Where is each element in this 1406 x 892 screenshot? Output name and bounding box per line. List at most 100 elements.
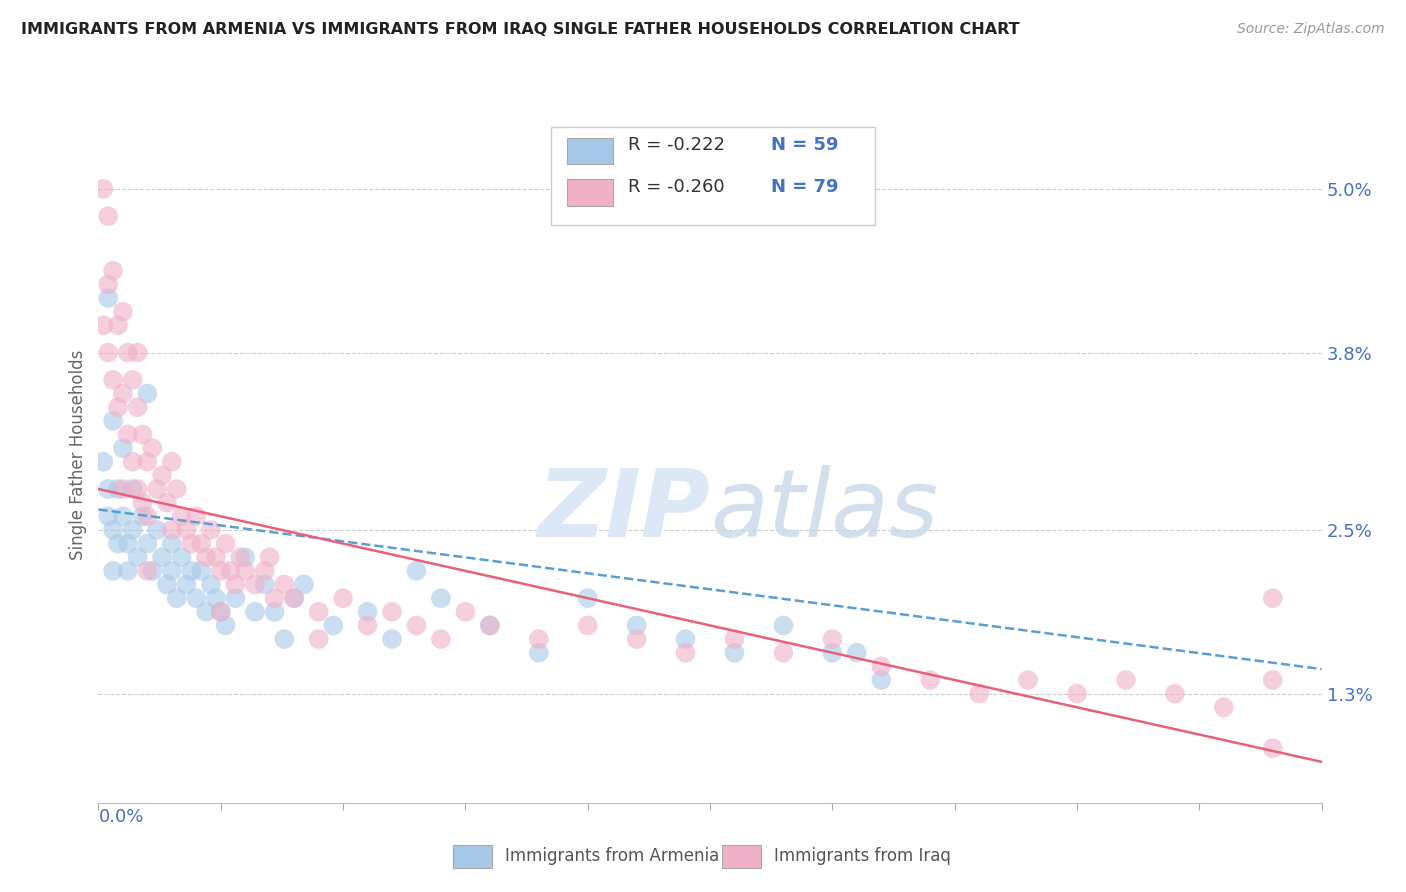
Point [160,455,183,469]
Point [101,373,124,387]
Text: R = -0.222: R = -0.222 [628,136,725,154]
Point [136,564,159,578]
Point [430,591,453,606]
Point [283,591,305,606]
Point [478,618,501,632]
Point [150,468,173,483]
Point [1066,687,1088,701]
Point [405,564,427,578]
Point [107,536,129,550]
Point [97,291,120,305]
Point [136,386,159,401]
Point [772,618,794,632]
Point [224,577,246,591]
Point [136,509,159,524]
Point [121,482,143,496]
Point [97,482,120,496]
Point [97,277,120,292]
Point [723,646,745,660]
Point [160,564,183,578]
Point [97,509,120,524]
Point [160,523,183,537]
Point [121,373,143,387]
Point [111,304,134,318]
Point [209,605,232,619]
Point [1261,673,1284,687]
Point [821,646,844,660]
Text: Immigrants from Iraq: Immigrants from Iraq [773,847,950,865]
Point [283,591,305,606]
Point [332,591,354,606]
Point [214,618,236,632]
Text: 0.0%: 0.0% [98,808,143,826]
Point [675,632,697,646]
Point [527,646,550,660]
Point [430,632,453,646]
Point [190,564,212,578]
Point [219,564,242,578]
Point [870,673,893,687]
Point [141,441,163,455]
Point [121,455,143,469]
Text: Immigrants from Armenia: Immigrants from Armenia [505,847,718,865]
FancyBboxPatch shape [723,846,762,868]
Point [576,591,599,606]
Point [195,605,218,619]
Point [111,509,134,524]
Point [243,577,266,591]
Point [478,618,501,632]
Point [209,564,232,578]
Point [107,318,129,333]
Point [253,577,276,591]
Point [111,441,134,455]
Point [107,482,129,496]
Point [127,482,149,496]
Point [200,523,222,537]
Point [91,182,114,196]
Text: R = -0.260: R = -0.260 [628,178,724,196]
Point [200,577,222,591]
Point [117,427,139,442]
Point [146,523,169,537]
Point [233,564,256,578]
Point [107,400,129,414]
Point [101,264,124,278]
Point [229,550,252,565]
Point [273,632,295,646]
Point [176,523,198,537]
Point [101,564,124,578]
Point [1261,591,1284,606]
Point [121,523,143,537]
Point [1164,687,1187,701]
Point [186,509,208,524]
FancyBboxPatch shape [567,179,613,206]
FancyBboxPatch shape [453,846,492,868]
Point [356,618,378,632]
Point [675,646,697,660]
Point [576,618,599,632]
Point [195,550,218,565]
Point [356,605,378,619]
Point [101,414,124,428]
Point [845,646,868,660]
Point [224,591,246,606]
Point [176,577,198,591]
FancyBboxPatch shape [551,127,875,226]
Point [136,455,159,469]
Point [101,523,124,537]
Point [111,386,134,401]
Point [253,564,276,578]
Text: N = 59: N = 59 [772,136,839,154]
Text: atlas: atlas [710,465,938,556]
Point [308,632,330,646]
Point [180,536,202,550]
Point [190,536,212,550]
Point [1212,700,1234,714]
Point [117,345,139,359]
Point [160,536,183,550]
Point [527,632,550,646]
Point [626,632,648,646]
Point [170,509,193,524]
Point [111,482,134,496]
Text: ZIP: ZIP [537,465,710,557]
